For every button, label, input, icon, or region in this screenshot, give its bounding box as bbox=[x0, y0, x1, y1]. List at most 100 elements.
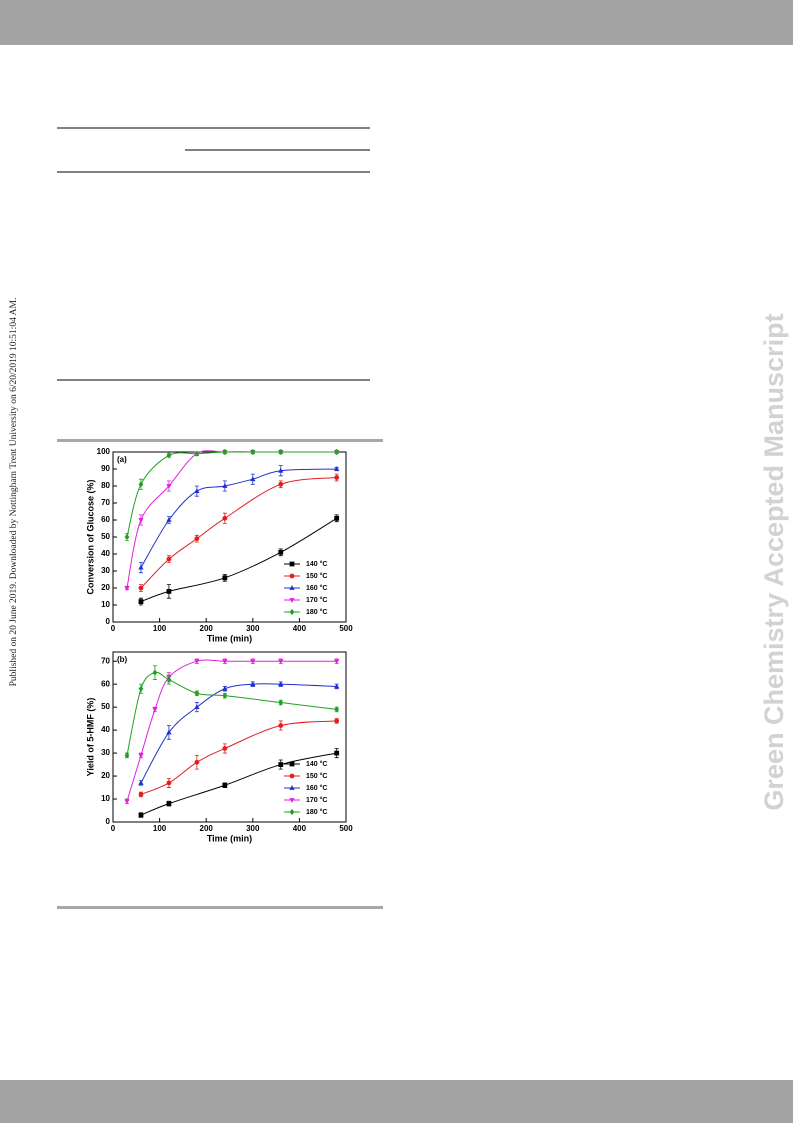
figure-rule bbox=[57, 439, 383, 442]
y-tick-label: 20 bbox=[101, 583, 110, 592]
legend-marker bbox=[289, 561, 295, 567]
marker bbox=[138, 585, 144, 591]
marker bbox=[222, 575, 228, 581]
legend-label: 160 °C bbox=[306, 584, 327, 592]
fit-line bbox=[140, 477, 337, 589]
figure-rule bbox=[57, 906, 383, 909]
footer-bar bbox=[0, 1080, 793, 1123]
legend-label: 160 °C bbox=[306, 784, 327, 792]
marker bbox=[124, 533, 130, 541]
marker bbox=[152, 707, 158, 713]
side-note: Published on 20 June 2019. Downloaded by… bbox=[9, 298, 19, 687]
marker bbox=[194, 536, 200, 542]
marker bbox=[250, 681, 256, 687]
marker bbox=[334, 515, 340, 521]
x-tick-label: 200 bbox=[200, 824, 214, 833]
marker bbox=[334, 659, 340, 665]
marker bbox=[138, 518, 144, 523]
marker bbox=[278, 699, 284, 706]
marker bbox=[194, 488, 200, 494]
x-tick-label: 300 bbox=[246, 624, 260, 633]
marker bbox=[334, 718, 340, 724]
header-bar bbox=[0, 0, 793, 45]
x-tick-label: 300 bbox=[246, 824, 260, 833]
y-tick-label: 10 bbox=[101, 600, 110, 609]
y-tick-label: 60 bbox=[101, 679, 110, 688]
marker bbox=[194, 704, 200, 710]
marker bbox=[278, 549, 284, 555]
legend-label: 150 °C bbox=[306, 772, 327, 780]
marker bbox=[166, 729, 172, 735]
y-tick-label: 40 bbox=[101, 725, 110, 734]
x-axis-label: Time (min) bbox=[207, 633, 252, 643]
marker bbox=[166, 484, 172, 489]
marker bbox=[138, 753, 144, 759]
x-tick-label: 500 bbox=[339, 824, 353, 833]
marker bbox=[222, 685, 228, 691]
x-axis-label: Time (min) bbox=[207, 833, 252, 843]
legend-marker bbox=[289, 598, 295, 603]
marker bbox=[124, 586, 130, 591]
marker bbox=[138, 685, 144, 692]
marker bbox=[166, 780, 172, 786]
marker bbox=[278, 762, 284, 767]
marker bbox=[166, 676, 172, 683]
legend-label: 180 °C bbox=[306, 808, 327, 816]
marker bbox=[250, 659, 256, 665]
marker bbox=[334, 466, 340, 471]
marker bbox=[250, 448, 256, 456]
plot: 0 100 200 300 400 500 0 10 20 30 40 50 60 70 80 90 100 Ti… bbox=[85, 447, 353, 643]
marker bbox=[334, 706, 340, 713]
legend-marker bbox=[289, 808, 295, 816]
x-tick-label: 400 bbox=[293, 824, 307, 833]
x-tick-label: 0 bbox=[111, 824, 116, 833]
legend-marker bbox=[289, 573, 295, 579]
marker bbox=[124, 799, 130, 805]
panel-label: (a) bbox=[117, 455, 127, 464]
marker bbox=[278, 467, 284, 473]
y-tick-label: 70 bbox=[101, 498, 110, 507]
marker bbox=[138, 481, 144, 488]
y-tick-label: 80 bbox=[101, 481, 110, 490]
marker bbox=[166, 517, 172, 522]
legend-label: 140 °C bbox=[306, 760, 327, 768]
marker bbox=[194, 659, 200, 665]
plot: 0 100 200 300 400 500 0 10 20 30 40 50 60 70 Time (min… bbox=[85, 651, 353, 843]
x-tick-label: 500 bbox=[339, 624, 353, 633]
marker bbox=[278, 681, 284, 687]
y-tick-label: 70 bbox=[101, 656, 110, 665]
legend-marker bbox=[289, 761, 295, 767]
marker bbox=[222, 483, 228, 488]
panel-label: (b) bbox=[117, 655, 128, 664]
y-tick-label: 0 bbox=[106, 617, 111, 626]
x-tick-label: 100 bbox=[153, 824, 167, 833]
marker bbox=[334, 750, 340, 756]
y-tick-label: 90 bbox=[101, 464, 110, 473]
legend-label: 170 °C bbox=[306, 596, 327, 604]
legend-label: 150 °C bbox=[306, 572, 327, 580]
y-tick-label: 0 bbox=[106, 817, 111, 826]
marker bbox=[278, 723, 284, 728]
watermark: Green Chemistry Accepted Manuscript bbox=[759, 313, 789, 810]
marker bbox=[278, 481, 284, 487]
marker bbox=[194, 690, 200, 697]
marker bbox=[124, 752, 130, 759]
marker bbox=[194, 450, 200, 457]
marker bbox=[138, 564, 144, 570]
marker bbox=[166, 801, 172, 807]
y-tick-label: 20 bbox=[101, 771, 110, 780]
y-axis-label: Yield of 5-HMF (%) bbox=[85, 698, 95, 777]
legend-label: 140 °C bbox=[306, 560, 327, 568]
marker bbox=[334, 683, 340, 689]
y-tick-label: 50 bbox=[101, 702, 110, 711]
y-tick-label: 10 bbox=[101, 794, 110, 803]
y-tick-label: 30 bbox=[101, 566, 110, 575]
legend-label: 170 °C bbox=[306, 796, 327, 804]
marker bbox=[222, 659, 228, 665]
legend-marker bbox=[289, 798, 295, 803]
x-tick-label: 0 bbox=[111, 624, 116, 633]
marker bbox=[138, 599, 144, 604]
marker bbox=[278, 448, 284, 456]
marker bbox=[166, 452, 172, 459]
